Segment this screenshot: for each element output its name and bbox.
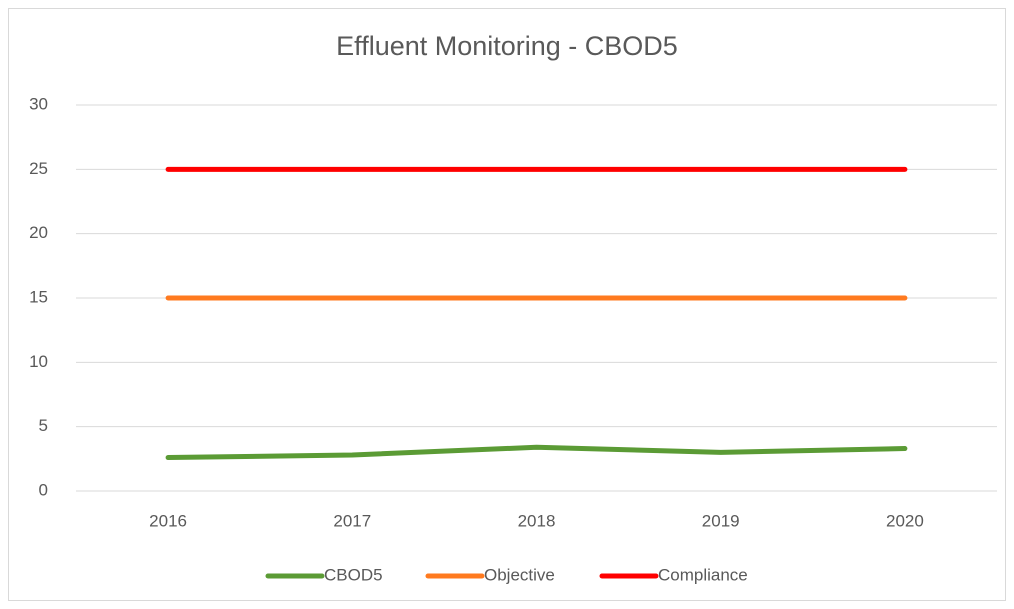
legend-label: Objective (484, 565, 555, 584)
chart-title: Effluent Monitoring - CBOD5 (336, 31, 678, 61)
x-tick-label: 2017 (333, 511, 371, 530)
y-tick-label: 25 (29, 159, 48, 178)
y-tick-label: 5 (39, 416, 48, 435)
y-tick-label: 0 (39, 480, 48, 499)
x-tick-label: 2020 (886, 511, 924, 530)
y-tick-label: 20 (29, 223, 48, 242)
chart-border (8, 8, 1006, 601)
y-tick-label: 15 (29, 287, 48, 306)
y-tick-label: 30 (29, 94, 48, 113)
y-tick-label: 10 (29, 352, 48, 371)
x-tick-label: 2016 (149, 511, 187, 530)
legend-label: CBOD5 (324, 565, 383, 584)
x-tick-label: 2019 (702, 511, 740, 530)
x-tick-label: 2018 (518, 511, 556, 530)
series-line (165, 444, 908, 461)
legend-label: Compliance (658, 565, 748, 584)
